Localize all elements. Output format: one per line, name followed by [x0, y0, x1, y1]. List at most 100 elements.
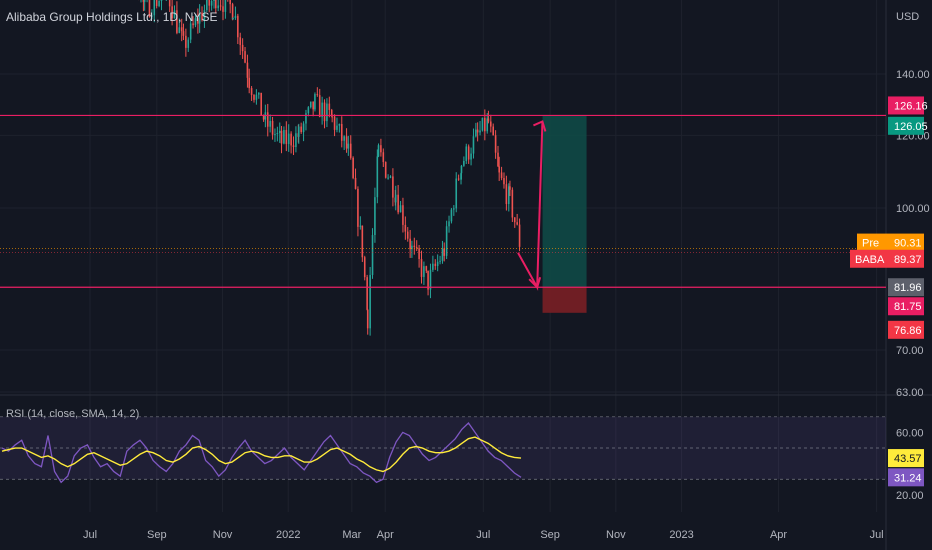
- price-tick: 140.00: [896, 69, 930, 81]
- candle-body: [453, 208, 455, 210]
- candle-body: [142, 0, 145, 2]
- time-tick: Nov: [606, 529, 626, 541]
- candle-body: [376, 156, 379, 198]
- candle-body: [432, 263, 434, 270]
- candle-body: [276, 132, 279, 135]
- price-badge-label: BABA: [855, 254, 885, 266]
- candle-body: [377, 145, 380, 157]
- candle-body: [214, 0, 217, 9]
- candle-body: [439, 260, 441, 262]
- candle-body: [384, 162, 387, 178]
- rsi-badge-value: 43.57: [894, 453, 922, 465]
- candle-body: [371, 235, 374, 275]
- candle-body: [203, 10, 206, 21]
- candle-body: [423, 266, 425, 277]
- candle-body: [507, 186, 510, 204]
- candle-body: [234, 15, 237, 19]
- candle-body: [343, 136, 345, 141]
- candle-body: [340, 124, 343, 141]
- candle-body: [307, 107, 310, 114]
- rsi-tick: 20.00: [896, 490, 924, 502]
- candle-body: [280, 130, 283, 144]
- price-badge: [888, 96, 924, 115]
- candle-body: [357, 188, 359, 227]
- candle-body: [345, 136, 348, 149]
- candle-body: [331, 116, 333, 118]
- candle-body: [300, 126, 302, 133]
- price-badges: 126.16 126.05 90.31 Pre 89.37 BABA 81.96 81.75 7…: [850, 96, 928, 487]
- candle-body: [155, 0, 158, 7]
- time-axis[interactable]: Jul Sep Nov 2022 Mar Apr Jul Sep Nov 2023 Apr Jul: [83, 529, 884, 541]
- candle-body: [237, 15, 239, 38]
- candle-body: [326, 103, 328, 122]
- price-badge: [888, 297, 924, 316]
- candle-body: [415, 247, 418, 249]
- candle-body: [441, 248, 444, 261]
- candle-body: [266, 112, 269, 127]
- rsi-indicator-title[interactable]: RSI (14, close, SMA, 14, 2): [6, 408, 140, 420]
- price-tick: 100.00: [896, 203, 930, 215]
- candle-body: [354, 177, 357, 189]
- candle-body: [509, 186, 511, 190]
- candle-body: [213, 0, 215, 2]
- candle-body: [194, 18, 197, 26]
- candle-body: [323, 102, 326, 122]
- price-badge-value: 126.16: [894, 100, 928, 112]
- rsi-ma-line: [1, 436, 522, 473]
- candle-body: [217, 5, 219, 9]
- candle-body: [490, 121, 492, 127]
- candle-body: [153, 0, 156, 16]
- candle-body: [257, 92, 260, 95]
- rsi-badge: [888, 449, 924, 468]
- candle-body: [246, 62, 249, 78]
- candle-body: [336, 125, 338, 130]
- price-badge-value: 76.86: [894, 325, 922, 337]
- level-lines[interactable]: [0, 114, 886, 288]
- candle-body: [470, 153, 472, 160]
- price-badge: [888, 233, 924, 252]
- candle-body: [302, 123, 305, 133]
- candle-body: [239, 37, 242, 45]
- candle-body: [198, 12, 201, 24]
- rsi-tick: 60.00: [896, 427, 924, 439]
- candle-body: [460, 165, 463, 174]
- candle-body: [244, 51, 246, 63]
- candle-body: [382, 152, 385, 163]
- candle-body: [182, 31, 185, 36]
- candle-body: [305, 113, 307, 124]
- candle-body: [316, 94, 319, 96]
- time-tick: Sep: [540, 529, 560, 541]
- time-tick: Jul: [476, 529, 490, 541]
- symbol-title[interactable]: Alibaba Group Holdings Ltd., 1D, NYSE: [6, 10, 218, 24]
- time-tick: 2023: [669, 529, 693, 541]
- candle-body: [255, 94, 258, 100]
- price-badge-value: 90.31: [894, 238, 922, 250]
- price-badge: [888, 249, 924, 268]
- rsi-axis[interactable]: 60.00 20.00: [896, 427, 924, 501]
- candle-body: [347, 143, 350, 149]
- price-badge-label: Pre: [862, 238, 879, 250]
- candle-body: [274, 134, 276, 136]
- candle-body: [434, 263, 437, 267]
- candle-body: [222, 6, 224, 12]
- profit-zone: [542, 115, 587, 288]
- candle-body: [260, 92, 262, 116]
- candle-body: [463, 160, 465, 166]
- candle-body: [309, 101, 312, 108]
- candle-body: [363, 257, 366, 278]
- candle-body: [503, 178, 505, 185]
- candle-body: [448, 221, 450, 227]
- candle-body: [518, 224, 521, 247]
- time-tick: 2022: [276, 529, 300, 541]
- candle-body: [285, 129, 288, 144]
- price-badge-value: 81.75: [894, 301, 922, 313]
- candle-body: [314, 94, 316, 110]
- candle-body: [475, 129, 477, 137]
- rsi-line: [1, 422, 522, 484]
- projection-arrows[interactable]: [517, 120, 547, 291]
- candle-body: [229, 0, 231, 5]
- candle-body: [513, 217, 516, 223]
